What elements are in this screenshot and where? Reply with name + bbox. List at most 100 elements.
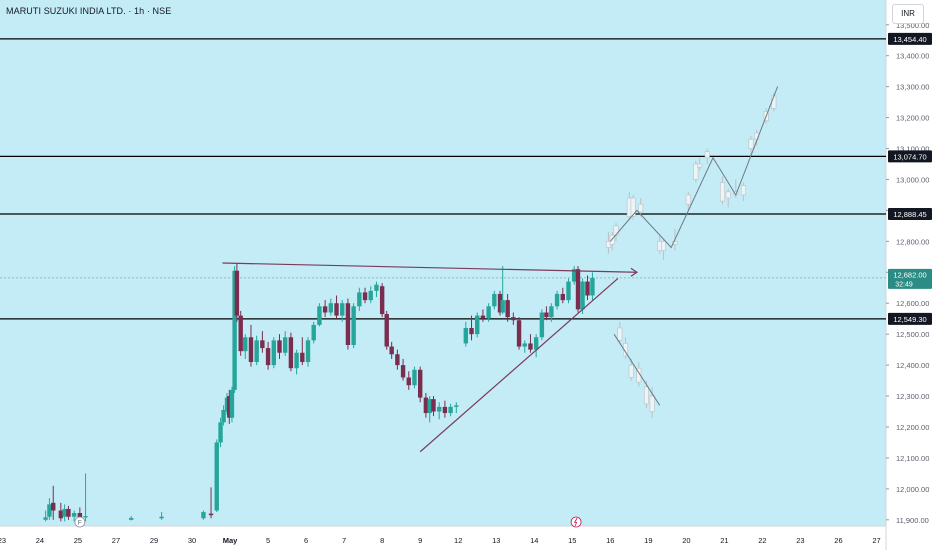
candle-body bbox=[480, 315, 486, 319]
candle-body bbox=[469, 327, 474, 335]
price-tick-label: 13,300.00 bbox=[896, 83, 929, 92]
earnings-marker-icon[interactable] bbox=[74, 516, 86, 528]
candle-body bbox=[260, 340, 265, 349]
resistance-arrow-line[interactable] bbox=[222, 262, 637, 273]
time-tick-label: 5 bbox=[266, 536, 270, 545]
price-tick-label: 12,400.00 bbox=[896, 361, 929, 370]
candle-body bbox=[560, 293, 565, 301]
time-tick-label: 8 bbox=[380, 536, 384, 545]
candle-body bbox=[575, 269, 581, 310]
price-tick-label: 13,200.00 bbox=[896, 114, 929, 123]
candle-body bbox=[412, 369, 417, 386]
time-tick-label: 26 bbox=[834, 536, 842, 545]
candle-body bbox=[300, 352, 305, 363]
projected-candle-body bbox=[661, 241, 667, 251]
lightning-icon bbox=[573, 517, 578, 527]
projected-candle-body bbox=[740, 185, 746, 196]
candle-body bbox=[232, 270, 237, 390]
candle-body bbox=[51, 502, 56, 511]
time-tick-label: 13 bbox=[492, 536, 500, 545]
earnings-marker-letter: F bbox=[78, 520, 82, 527]
horizontal-level-label: 13,074.70 bbox=[893, 152, 926, 161]
candle-body bbox=[463, 327, 469, 344]
resistance-arrow-head bbox=[630, 267, 639, 277]
candle-body bbox=[305, 340, 311, 363]
time-tick-label: 30 bbox=[188, 536, 196, 545]
price-tick-label: 13,500.00 bbox=[896, 21, 929, 30]
projected-candle-body bbox=[697, 163, 703, 168]
dividend-marker-icon[interactable] bbox=[570, 516, 582, 528]
candle-body bbox=[282, 337, 288, 353]
time-tick-label: 27 bbox=[112, 536, 120, 545]
candle-body bbox=[43, 517, 48, 520]
candle-body bbox=[566, 281, 571, 301]
candle-body bbox=[492, 293, 497, 307]
candle-body bbox=[288, 337, 294, 369]
projected-candle-body bbox=[623, 343, 629, 357]
candle-body bbox=[395, 354, 400, 366]
candle-body bbox=[357, 292, 362, 307]
candle-body bbox=[340, 303, 345, 316]
price-tick-label: 12,600.00 bbox=[896, 299, 929, 308]
currency-button[interactable]: INR bbox=[892, 4, 924, 24]
candle-body bbox=[265, 348, 271, 366]
candle-body bbox=[505, 300, 510, 318]
candle-body bbox=[400, 365, 406, 378]
candle-body bbox=[475, 315, 480, 335]
candle-body bbox=[516, 320, 522, 347]
candle-body bbox=[77, 513, 83, 518]
projected-candle-body bbox=[725, 191, 731, 199]
candle-body bbox=[417, 369, 423, 398]
projection-down-path[interactable] bbox=[613, 333, 661, 406]
candle-body bbox=[580, 281, 585, 310]
candle-body bbox=[58, 510, 64, 519]
time-tick-label: 14 bbox=[530, 536, 538, 545]
support-trend-line[interactable] bbox=[419, 278, 619, 453]
candle-body bbox=[328, 303, 334, 313]
candle-body bbox=[238, 315, 243, 352]
projected-candle-body bbox=[628, 364, 634, 378]
horizontal-level-tag bbox=[888, 207, 932, 220]
candle-body bbox=[214, 442, 219, 511]
projected-candle-body bbox=[638, 203, 644, 213]
projected-candle-body bbox=[693, 163, 699, 180]
last-price-label: 12,682.00 bbox=[893, 270, 926, 279]
horizontal-level-tag bbox=[888, 312, 932, 325]
time-tick-label: 25 bbox=[74, 536, 82, 545]
time-tick-label: 20 bbox=[682, 536, 690, 545]
projected-candle-body bbox=[719, 182, 725, 202]
candle-body bbox=[522, 343, 527, 347]
candle-body bbox=[511, 317, 516, 321]
candle-body bbox=[254, 340, 259, 363]
candle-body bbox=[389, 346, 394, 355]
candle-body bbox=[384, 314, 389, 347]
candle-body bbox=[208, 513, 214, 516]
time-tick-label: 6 bbox=[304, 536, 308, 545]
bar-countdown-label: 32:49 bbox=[895, 281, 913, 288]
candle-body bbox=[544, 312, 549, 318]
price-tick-label: 12,100.00 bbox=[896, 454, 929, 463]
candle-body bbox=[128, 517, 134, 520]
horizontal-level-label: 13,454.40 bbox=[893, 35, 926, 44]
projected-candle-body bbox=[630, 197, 636, 217]
candle-body bbox=[234, 270, 240, 316]
time-tick-label: 19 bbox=[644, 536, 652, 545]
time-tick-label: 23 bbox=[0, 536, 6, 545]
candle-body bbox=[218, 422, 223, 443]
candle-body bbox=[427, 399, 432, 414]
candle-body bbox=[47, 504, 52, 517]
candle-body bbox=[423, 397, 429, 414]
candle-body bbox=[486, 306, 491, 319]
candle-body bbox=[431, 399, 436, 412]
time-tick-label: 9 bbox=[418, 536, 422, 545]
chart-title: MARUTI SUZUKI INDIA LTD. · 1h · NSE bbox=[6, 6, 172, 16]
plot-area[interactable] bbox=[0, 0, 886, 526]
projection-up-path[interactable] bbox=[609, 86, 779, 249]
projected-candle-body bbox=[685, 194, 691, 205]
price-tick-label: 12,000.00 bbox=[896, 485, 929, 494]
candle-body bbox=[229, 389, 235, 418]
candle-body bbox=[243, 337, 248, 352]
time-tick-label: May bbox=[223, 536, 238, 545]
